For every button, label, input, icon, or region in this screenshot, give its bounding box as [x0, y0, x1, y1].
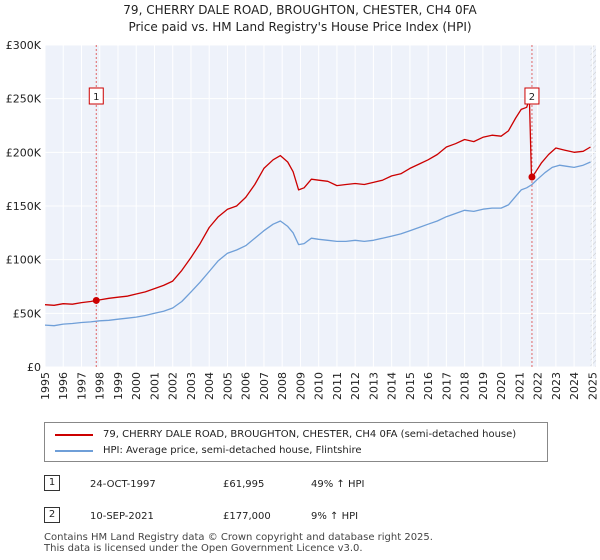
x-tick-label: 2001: [148, 372, 161, 400]
chart-title: 79, CHERRY DALE ROAD, BROUGHTON, CHESTER…: [0, 2, 600, 36]
x-tick-label: 2008: [276, 372, 289, 400]
x-tick-label: 2019: [477, 372, 490, 400]
x-tick-label: 1999: [112, 372, 125, 400]
sale-date: 24-OCT-1997: [90, 479, 156, 490]
legend-label-hpi: HPI: Average price, semi-detached house,…: [103, 445, 362, 456]
sale-marker-box: [524, 87, 540, 105]
x-tick-label: 1995: [39, 372, 52, 400]
legend-label-property: 79, CHERRY DALE ROAD, BROUGHTON, CHESTER…: [103, 429, 517, 440]
x-tick-label: 2018: [459, 372, 472, 400]
sale-point: [92, 296, 100, 304]
y-tick-label: £150K: [6, 200, 42, 213]
x-tick-label: 2003: [185, 372, 198, 400]
title-line-1: 79, CHERRY DALE ROAD, BROUGHTON, CHESTER…: [123, 3, 477, 17]
legend: 79, CHERRY DALE ROAD, BROUGHTON, CHESTER…: [44, 422, 548, 462]
y-tick-label: £300K: [6, 39, 42, 52]
y-tick-label: £0: [27, 361, 41, 374]
x-tick-label: 2024: [568, 372, 581, 400]
footer-line-1: Contains HM Land Registry data © Crown c…: [44, 532, 433, 543]
chart-svg: £0 £50K £100K £150K £200K £250K £300K 1995 1996 1…: [6, 39, 600, 400]
sale-point: [528, 173, 536, 181]
y-tick-label: £250K: [6, 93, 42, 106]
x-tick-label: 1997: [75, 372, 88, 400]
x-tick-label: 1998: [94, 372, 107, 400]
sale-date: 10-SEP-2021: [90, 511, 154, 522]
x-tick-label: 2011: [331, 372, 344, 400]
x-tick-label: 2004: [203, 372, 216, 400]
x-tick-label: 2005: [221, 372, 234, 400]
x-tick-label: 2025: [586, 372, 599, 400]
sale-marker-box: [88, 87, 104, 105]
x-tick-label: 2023: [550, 372, 563, 400]
y-tick-label: £50K: [13, 307, 42, 320]
sale-number-badge: 2: [44, 507, 60, 523]
x-tick-label: 2010: [313, 372, 326, 400]
y-tick-label: £200K: [6, 146, 42, 159]
x-tick-label: 2009: [294, 372, 307, 400]
sale-price: £177,000: [223, 511, 271, 522]
x-tick-label: 2006: [240, 372, 253, 400]
x-tick-label: 2017: [440, 372, 453, 400]
x-tick-label: 2013: [367, 372, 380, 400]
footer: Contains HM Land Registry data © Crown c…: [44, 532, 433, 554]
x-tick-label: 2022: [532, 372, 545, 400]
title-line-2: Price paid vs. HM Land Registry's House …: [128, 20, 472, 34]
x-tick-label: 2015: [404, 372, 417, 400]
legend-swatch-hpi: [55, 450, 93, 452]
x-tick-label: 1996: [57, 372, 70, 400]
sale-number-badge: 1: [44, 475, 60, 491]
x-tick-label: 2021: [513, 372, 526, 400]
series-line-hpi: [44, 161, 591, 327]
sale-price: £61,995: [223, 479, 265, 490]
sale-hpi-change: 49% ↑ HPI: [311, 479, 365, 490]
x-tick-label: 2000: [130, 372, 143, 400]
series-line-property: [44, 98, 591, 306]
x-tick-label: 2016: [422, 372, 435, 400]
x-tick-label: 2012: [349, 372, 362, 400]
x-tick-label: 2014: [386, 372, 399, 400]
sale-marker-label: 1: [93, 92, 99, 103]
footer-line-2: This data is licensed under the Open Gov…: [44, 543, 363, 554]
legend-swatch-property: [55, 434, 93, 436]
x-tick-label: 2007: [258, 372, 271, 400]
sale-hpi-change: 9% ↑ HPI: [311, 511, 359, 522]
x-tick-label: 2002: [167, 372, 180, 400]
x-tick-label: 2020: [495, 372, 508, 400]
sale-marker-label: 2: [529, 92, 535, 103]
y-tick-label: £100K: [6, 254, 42, 267]
